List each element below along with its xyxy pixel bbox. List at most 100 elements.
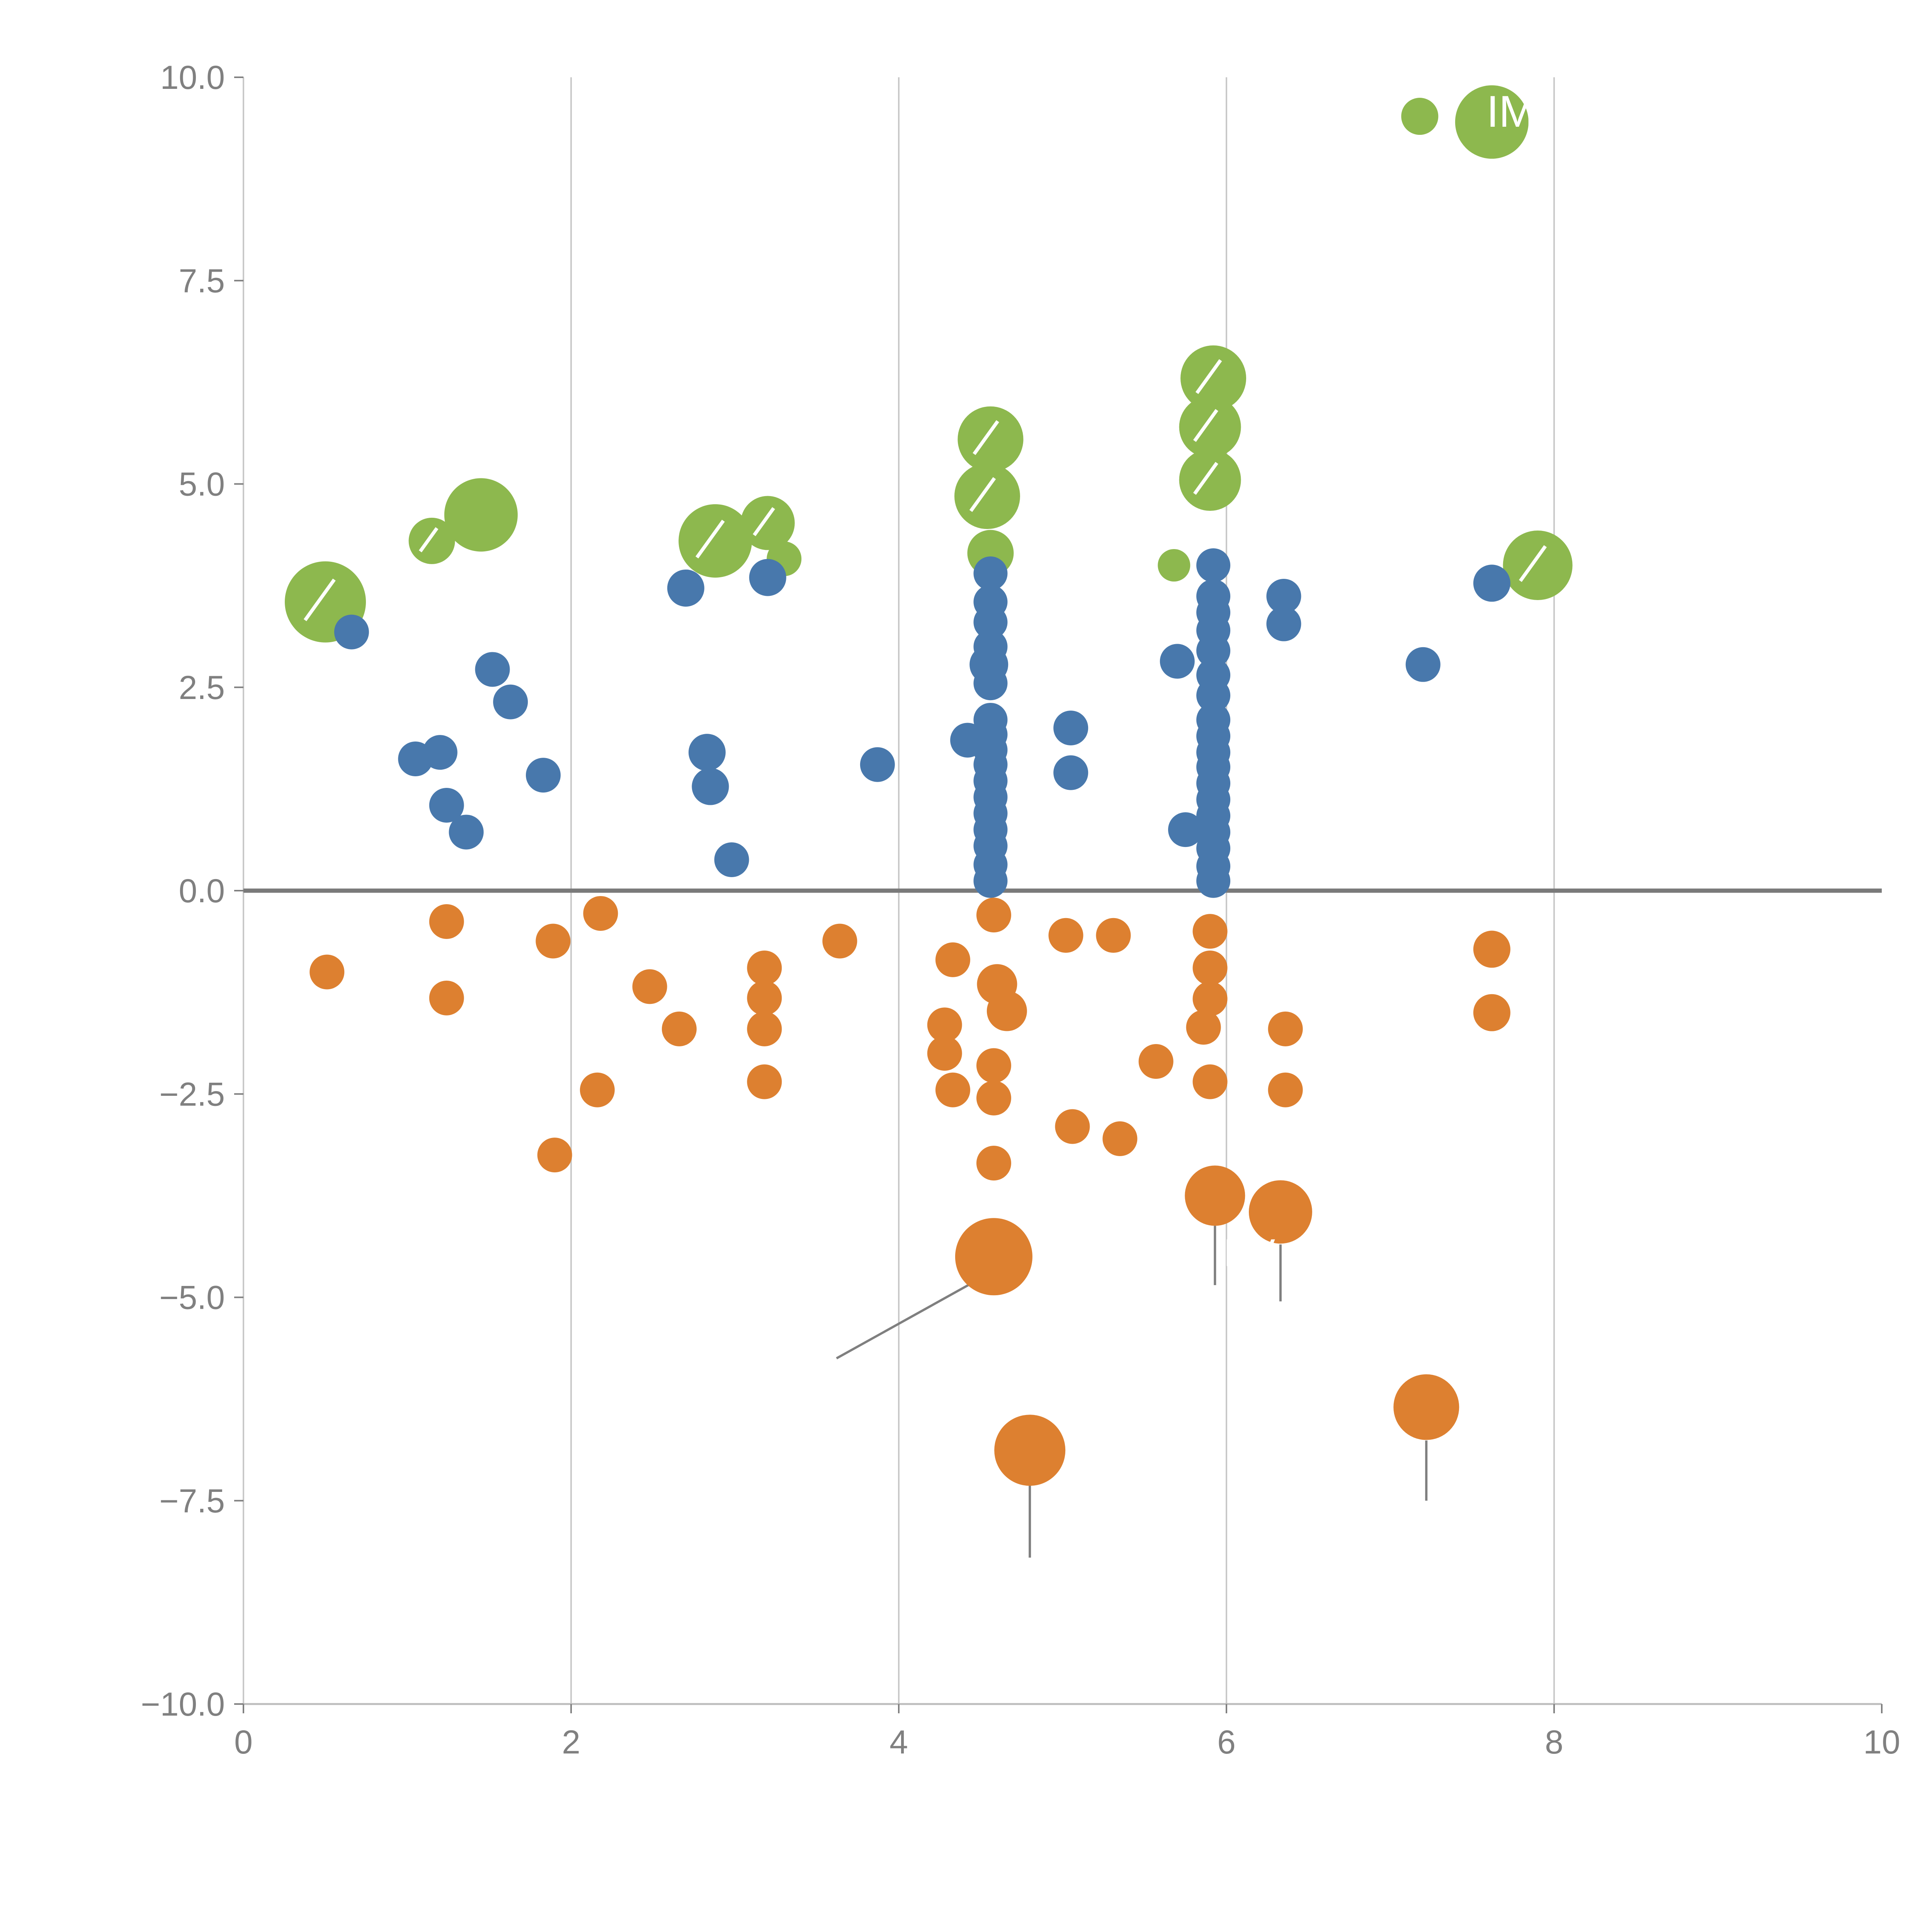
data-point — [973, 605, 1008, 639]
data-point — [1096, 918, 1131, 953]
data-point — [1405, 647, 1440, 682]
data-point — [1192, 1064, 1228, 1099]
data-point — [1503, 531, 1573, 600]
data-point — [822, 923, 857, 959]
data-point — [714, 842, 749, 878]
data-point — [334, 614, 369, 650]
label-fragment — [1195, 359, 1222, 394]
data-point — [1455, 85, 1529, 159]
data-point — [1179, 449, 1241, 511]
data-point — [973, 556, 1008, 591]
y-tick-label: −2.5 — [159, 1076, 225, 1113]
data-point — [1192, 950, 1228, 985]
data-point — [526, 758, 561, 793]
data-point — [1158, 549, 1190, 582]
data-point — [1473, 930, 1510, 968]
data-point — [1268, 1011, 1303, 1046]
data-point — [580, 1072, 615, 1107]
data-point — [429, 904, 464, 939]
data-point — [1196, 634, 1231, 668]
data-point — [1168, 812, 1203, 847]
x-tick-label: 8 — [1545, 1724, 1563, 1761]
data-point — [429, 980, 464, 1015]
data-point — [408, 517, 455, 564]
y-tick-label: 10.0 — [160, 59, 225, 96]
data-point — [310, 954, 345, 990]
data-point — [1268, 1072, 1303, 1107]
data-point — [973, 666, 1008, 701]
data-point — [1192, 914, 1228, 949]
data-point — [1393, 1374, 1459, 1440]
label-fragment — [695, 519, 725, 559]
data-point — [1186, 1010, 1221, 1045]
data-point — [667, 569, 704, 607]
data-point — [1048, 918, 1083, 953]
data-point — [1102, 1121, 1138, 1156]
data-point — [537, 1138, 572, 1173]
data-point — [747, 1064, 782, 1099]
data-point — [957, 406, 1024, 472]
y-tick-label: −5.0 — [159, 1279, 225, 1316]
data-point — [475, 652, 510, 687]
data-point — [954, 463, 1020, 529]
data-point — [444, 478, 518, 552]
data-point — [679, 504, 752, 578]
data-point — [1053, 711, 1088, 745]
data-point — [1196, 548, 1231, 582]
data-point — [493, 684, 528, 719]
x-tick-label: 6 — [1217, 1724, 1236, 1761]
data-point — [955, 1218, 1032, 1296]
y-tick-label: −10.0 — [141, 1686, 225, 1723]
data-point — [1196, 678, 1231, 713]
data-point — [1266, 606, 1301, 641]
data-point — [583, 896, 618, 931]
data-point — [632, 969, 667, 1004]
x-tick-label: 0 — [234, 1724, 253, 1761]
x-tick-label: 10 — [1863, 1724, 1900, 1761]
data-point — [1473, 994, 1510, 1031]
data-point — [973, 864, 1008, 898]
data-point — [935, 942, 970, 977]
data-point — [1473, 565, 1510, 602]
data-point — [1266, 578, 1301, 614]
annotation-line — [836, 1273, 988, 1359]
label-fragment — [1193, 409, 1218, 442]
data-point — [422, 735, 457, 770]
data-point — [749, 559, 786, 596]
label-fragment — [969, 477, 996, 512]
label-fragment — [418, 527, 439, 553]
x-tick-label: 2 — [562, 1724, 580, 1761]
data-point — [927, 1036, 962, 1071]
data-point — [1053, 755, 1088, 790]
data-point — [692, 768, 729, 805]
data-point — [1160, 644, 1195, 679]
data-point — [740, 496, 795, 550]
y-tick-label: −7.5 — [159, 1483, 225, 1520]
data-point — [986, 991, 1027, 1031]
label-fragment — [303, 578, 336, 621]
data-point — [1179, 396, 1241, 458]
y-tick-label: 5.0 — [179, 466, 225, 503]
data-point — [662, 1011, 697, 1046]
data-point — [1055, 1109, 1090, 1144]
data-point — [536, 923, 571, 959]
data-point — [688, 734, 726, 771]
point-label: PV — [1224, 1231, 1276, 1275]
y-tick-label: 2.5 — [179, 669, 225, 706]
y-tick-label: 0.0 — [179, 872, 225, 910]
data-point — [1401, 98, 1439, 135]
data-point — [747, 950, 782, 985]
data-point — [1196, 864, 1231, 898]
data-point — [935, 1072, 970, 1107]
y-tick-label: 7.5 — [179, 262, 225, 299]
data-point — [449, 815, 484, 850]
label-fragment — [753, 507, 775, 536]
data-point — [1138, 1044, 1173, 1079]
data-point — [747, 980, 782, 1015]
data-point — [976, 1146, 1011, 1181]
data-point — [1192, 981, 1228, 1016]
data-point — [927, 1007, 962, 1043]
data-point — [1180, 345, 1247, 411]
point-label: IM — [1486, 87, 1536, 136]
